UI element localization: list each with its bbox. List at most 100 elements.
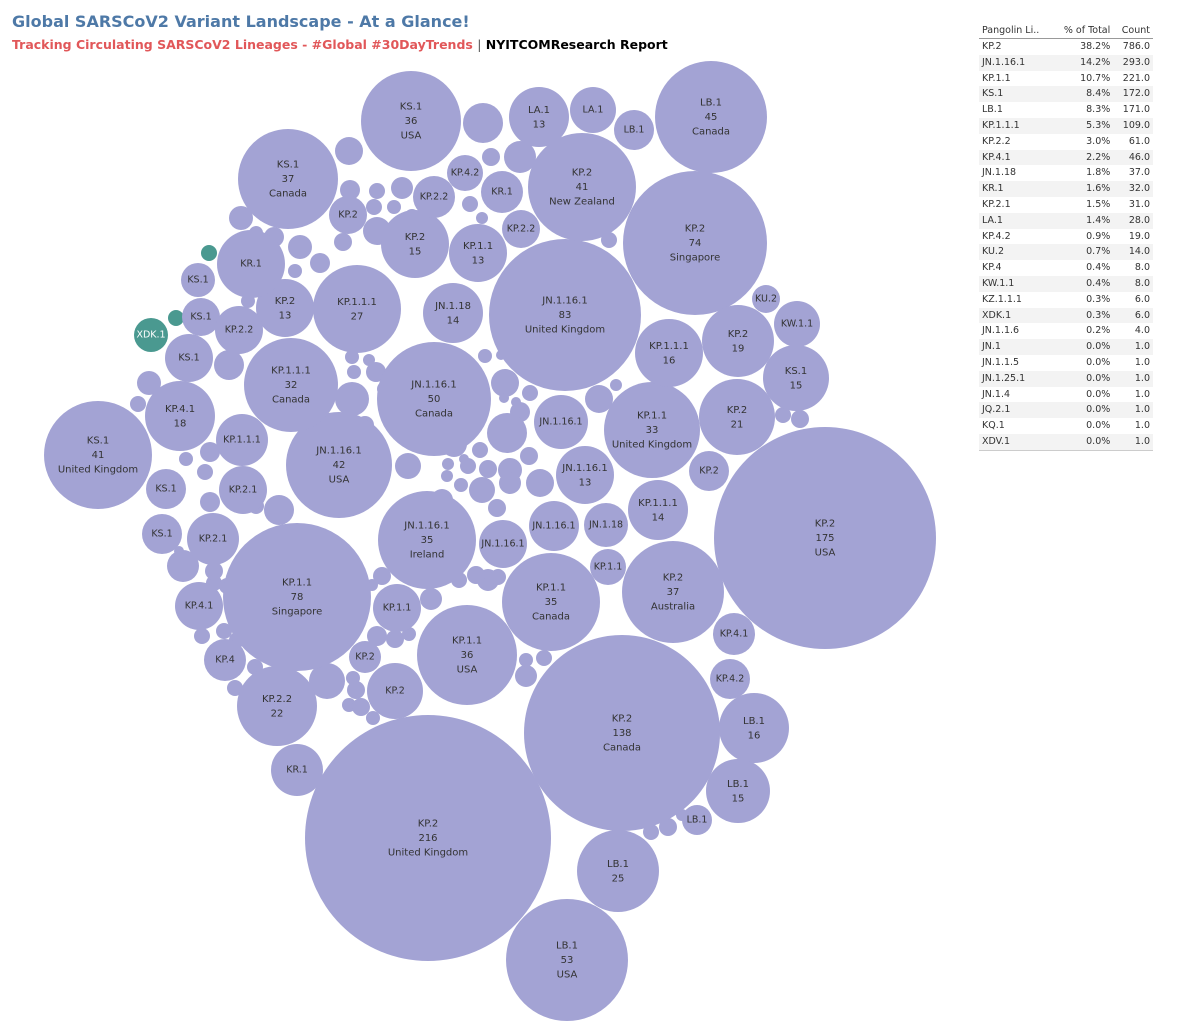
bubble-point[interactable] [146,469,186,509]
bubble-point[interactable] [623,171,767,315]
table-row[interactable]: JN.1.4 0.0% 1.0 [979,387,1153,403]
bubble-point[interactable] [791,410,809,428]
bubble-point[interactable] [570,87,616,133]
table-row[interactable]: KQ.1 0.0% 1.0 [979,418,1153,434]
bubble-point[interactable] [367,663,423,719]
bubble-point[interactable] [584,503,628,547]
bubble-point[interactable] [590,549,626,585]
bubble-point[interactable] [223,523,371,671]
bubble-point[interactable] [205,562,223,580]
bubble-point[interactable] [335,137,363,165]
bubble-point[interactable] [352,698,370,716]
column-header-count[interactable]: Count [1113,22,1153,39]
bubble-point[interactable] [197,464,213,480]
bubble-point[interactable] [763,345,829,411]
table-row[interactable]: KP.2.1 1.5% 31.0 [979,197,1153,213]
table-row[interactable]: JN.1.16.1 14.2% 293.0 [979,54,1153,71]
bubble-point[interactable] [610,379,622,391]
bubble-point[interactable] [601,232,617,248]
table-row[interactable]: KZ.1.1.1 0.3% 6.0 [979,292,1153,308]
bubble-point[interactable] [524,635,720,831]
bubble-point[interactable] [469,477,495,503]
bubble-point[interactable] [710,659,750,699]
bubble-point[interactable] [482,148,500,166]
bubble-point[interactable] [345,350,359,364]
bubble-point[interactable] [130,396,146,412]
bubble-point[interactable] [775,407,791,423]
bubble-point[interactable] [237,666,317,746]
bubble-point[interactable] [479,460,497,478]
bubble-point[interactable] [219,466,267,514]
bubble-point[interactable] [459,454,469,464]
bubble-point[interactable] [386,630,404,648]
bubble-point[interactable] [556,446,614,504]
bubble-point[interactable] [585,385,613,413]
bubble-point[interactable] [200,492,220,512]
bubble-point[interactable] [310,253,330,273]
table-row[interactable]: XDV.1 0.0% 1.0 [979,433,1153,451]
bubble-point[interactable] [229,206,253,230]
bubble-point[interactable] [288,235,312,259]
bubble-point[interactable] [216,623,232,639]
bubble-point[interactable] [682,805,712,835]
column-header-percent[interactable]: % of Total [1052,22,1114,39]
table-row[interactable]: JQ.2.1 0.0% 1.0 [979,402,1153,419]
bubble-point[interactable] [309,663,345,699]
bubble-point[interactable] [174,546,184,556]
bubble-point[interactable] [714,427,936,649]
bubble-point[interactable] [643,824,659,840]
bubble-point[interactable] [511,397,521,407]
bubble-point[interactable] [44,401,152,509]
bubble-point[interactable] [478,349,492,363]
bubble-point[interactable] [349,641,381,673]
bubble-point[interactable] [361,71,461,171]
bubble-point[interactable] [481,171,523,213]
bubble-point[interactable] [168,310,184,326]
bubble-point[interactable] [134,318,168,352]
bubble-point[interactable] [286,412,392,518]
bubble-point[interactable] [194,628,210,644]
bubble-point[interactable] [335,382,369,416]
bubble-point[interactable] [467,566,485,584]
bubble-point[interactable] [509,87,569,147]
table-row[interactable]: KP.1.1.1 5.3% 109.0 [979,117,1153,134]
bubble-point[interactable] [628,480,688,540]
bubble-point[interactable] [367,626,387,646]
table-row[interactable]: KP.2.2 3.0% 61.0 [979,134,1153,150]
bubble-point[interactable] [462,196,478,212]
bubble-point[interactable] [369,183,385,199]
bubble-point[interactable] [391,177,413,199]
bubble-point[interactable] [182,298,220,336]
bubble-point[interactable] [179,452,193,466]
bubble-point[interactable] [377,342,491,456]
bubble-point[interactable] [488,499,506,517]
bubble-point[interactable] [402,627,416,641]
table-row[interactable]: LB.1 8.3% 171.0 [979,102,1153,118]
table-row[interactable]: KR.1 1.6% 32.0 [979,181,1153,197]
bubble-point[interactable] [366,199,382,215]
bubble-point[interactable] [244,338,338,432]
bubble-point[interactable] [200,442,220,462]
bubble-point[interactable] [181,263,215,297]
bubble-point[interactable] [373,567,391,585]
bubble-point[interactable] [334,233,352,251]
bubble-point[interactable] [413,176,455,218]
bubble-point[interactable] [447,155,483,191]
bubble-point[interactable] [449,224,507,282]
bubble-point[interactable] [774,301,820,347]
bubble-point[interactable] [515,665,537,687]
column-header-lineage[interactable]: Pangolin Li.. [979,22,1053,39]
bubble-point[interactable] [420,588,442,610]
bubble-point[interactable] [340,180,360,200]
bubble-point[interactable] [489,239,641,391]
table-row[interactable]: KP.4 0.4% 8.0 [979,260,1153,276]
bubble-point[interactable] [519,653,533,667]
bubble-point[interactable] [378,491,476,589]
bubble-point[interactable] [502,210,540,248]
bubble-point[interactable] [347,681,365,699]
bubble-point[interactable] [659,818,677,836]
bubble-point[interactable] [329,196,367,234]
table-row[interactable]: JN.1.1.6 0.2% 4.0 [979,323,1153,339]
bubble-point[interactable] [713,613,755,655]
table-row[interactable]: KW.1.1 0.4% 8.0 [979,275,1153,292]
